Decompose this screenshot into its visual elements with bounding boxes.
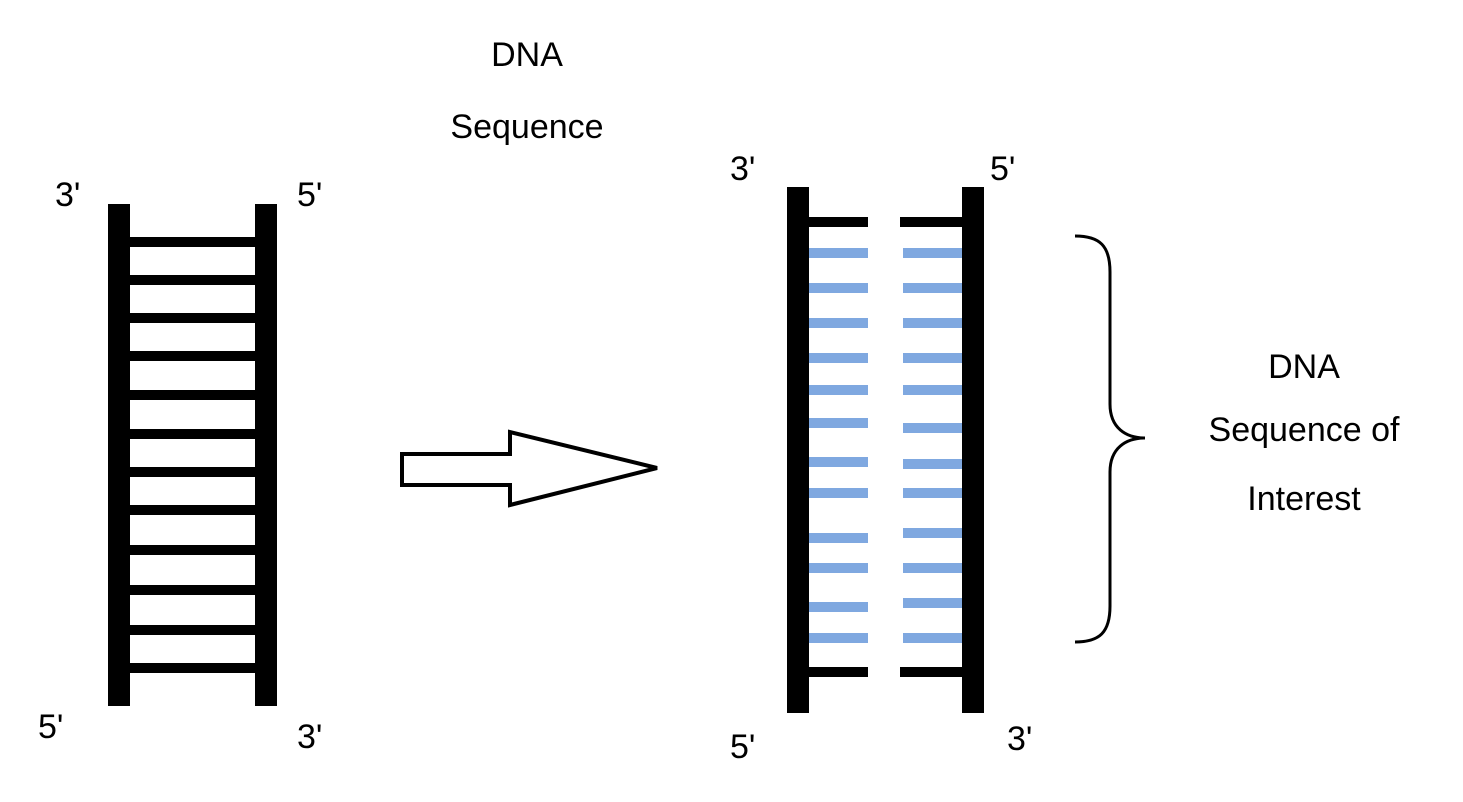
right-ladder-bottom-rung-left <box>809 667 868 677</box>
left-ladder-rungs <box>130 237 255 673</box>
left-ladder-rung <box>130 663 255 673</box>
right-ladder-blue-rung-left <box>809 457 868 467</box>
left-ladder-backbone-right <box>255 204 277 706</box>
right-ladder-blue-rung-left <box>809 283 868 293</box>
left-bottom-left-label: 5' <box>38 708 63 746</box>
left-ladder-rung <box>130 313 255 323</box>
transition-arrow-icon <box>400 429 658 508</box>
curly-brace-icon <box>1074 234 1146 644</box>
right-ladder-blue-rung-right <box>903 563 962 573</box>
right-ladder-blue-rung-right <box>903 459 962 469</box>
right-ladder-blue-rung-left <box>809 533 868 543</box>
right-ladder-blue-rung-left <box>809 488 868 498</box>
brace-label-line1: DNA <box>1268 348 1340 386</box>
left-ladder-rung <box>130 237 255 247</box>
right-ladder-blue-rung-right <box>903 633 962 643</box>
right-ladder-backbone-left <box>787 187 809 713</box>
right-dna-ladder <box>787 187 984 713</box>
right-ladder-blue-rung-right <box>903 385 962 395</box>
left-ladder-rung <box>130 390 255 400</box>
right-ladder-blue-rung-left <box>809 563 868 573</box>
right-ladder-blue-rung-right <box>903 423 962 433</box>
right-ladder-blue-rung-left <box>809 353 868 363</box>
right-bottom-left-label: 5' <box>730 728 755 766</box>
arrow-label-line1: DNA <box>491 36 563 74</box>
right-ladder-bottom-rung-right <box>900 667 962 677</box>
left-ladder-rung <box>130 625 255 635</box>
left-dna-ladder <box>108 204 277 706</box>
left-top-right-label: 5' <box>297 176 322 214</box>
left-ladder-rung <box>130 585 255 595</box>
brace-label-line3: Interest <box>1247 480 1361 518</box>
right-ladder-blue-rung-left <box>809 633 868 643</box>
left-ladder-rung <box>130 505 255 515</box>
arrow-label-line2: Sequence <box>450 108 603 146</box>
right-ladder-blue-rung-left <box>809 418 868 428</box>
brace-label-line2: Sequence of <box>1209 411 1400 449</box>
left-ladder-rung <box>130 545 255 555</box>
right-ladder-highlighted-rungs <box>809 248 962 643</box>
left-ladder-rung <box>130 275 255 285</box>
right-bottom-right-label: 3' <box>1007 720 1032 758</box>
right-ladder-blue-rung-right <box>903 598 962 608</box>
right-ladder-blue-rung-right <box>903 248 962 258</box>
right-ladder-blue-rung-right <box>903 528 962 538</box>
right-top-right-label: 5' <box>990 150 1015 188</box>
left-ladder-rung <box>130 467 255 477</box>
right-ladder-blue-rung-left <box>809 385 868 395</box>
right-ladder-blue-rung-left <box>809 318 868 328</box>
right-ladder-blue-rung-right <box>903 318 962 328</box>
left-top-left-label: 3' <box>55 176 80 214</box>
left-ladder-rung <box>130 429 255 439</box>
right-ladder-backbone-right <box>962 187 984 713</box>
left-ladder-backbone-left <box>108 204 130 706</box>
right-ladder-blue-rung-right <box>903 283 962 293</box>
right-ladder-blue-rung-left <box>809 602 868 612</box>
right-ladder-top-rung-right <box>900 217 962 227</box>
right-ladder-top-rung-left <box>809 217 868 227</box>
right-top-left-label: 3' <box>730 150 755 188</box>
left-bottom-right-label: 3' <box>297 718 322 756</box>
right-ladder-blue-rung-right <box>903 488 962 498</box>
right-ladder-blue-rung-left <box>809 248 868 258</box>
right-ladder-blue-rung-right <box>903 353 962 363</box>
left-ladder-rung <box>130 351 255 361</box>
